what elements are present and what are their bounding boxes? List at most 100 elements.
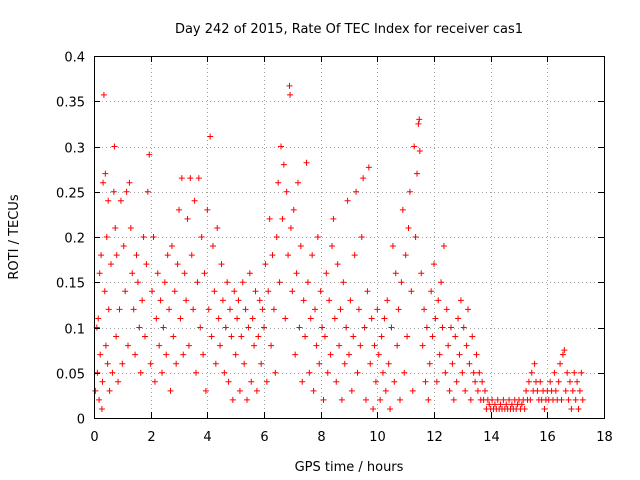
data-point [429,333,436,340]
data-point [170,333,177,340]
data-point [428,288,435,295]
data-point [380,369,386,376]
x-tick-label: 0 [90,430,98,445]
data-point [494,396,501,403]
data-point [370,405,377,412]
data-point [217,342,224,349]
data-point [140,234,147,240]
data-point [313,342,320,349]
data-point [105,306,112,313]
data-point [201,270,208,277]
data-point [102,342,109,349]
data-point [161,279,168,286]
x-tick-label: 12 [426,430,443,445]
data-point [375,351,382,358]
x-tick-label: 18 [596,430,613,445]
data-point [106,387,113,394]
data-point [576,387,583,394]
data-point [426,360,433,367]
data-point [285,252,292,259]
data-point [343,324,350,331]
data-point [392,270,399,277]
data-point [353,188,360,195]
data-point [449,360,456,367]
data-point [110,188,117,195]
data-point [280,161,287,168]
data-point [448,324,454,331]
data-point [473,351,480,358]
data-point [133,252,140,259]
data-point [327,351,334,358]
data-point [208,333,215,340]
data-point [423,324,430,331]
data-point [255,333,262,340]
data-point [200,351,207,358]
data-point [378,333,385,340]
data-point [372,378,379,385]
data-point [361,324,368,331]
data-point [173,360,180,367]
data-point [129,270,136,277]
y-tick-label: 0.2 [64,232,85,247]
data-point [231,288,238,295]
data-point [391,378,398,385]
data-point [249,315,256,322]
data-point [521,405,528,412]
data-point [244,396,250,403]
data-point [130,306,137,313]
data-point [394,342,401,349]
data-point [125,342,131,349]
data-point [225,378,232,385]
data-point [245,324,252,331]
data-point [177,315,184,322]
data-point [435,297,442,304]
data-point [270,306,277,313]
data-point [358,234,365,240]
data-point [191,197,198,204]
data-point [229,396,236,403]
data-point [238,333,245,340]
data-point [574,378,581,385]
data-point [108,261,114,268]
data-point [103,234,110,240]
data-point [381,315,388,322]
data-point [102,170,109,177]
data-point [269,252,276,259]
data-point [453,378,460,385]
data-point [368,315,375,322]
data-point [115,378,122,385]
data-point [314,234,321,240]
data-point [398,279,405,286]
data-point [547,378,554,385]
data-point [265,288,272,295]
data-point [503,401,510,408]
data-point [439,324,446,331]
x-tick-label: 6 [260,430,268,445]
data-point [466,360,473,367]
data-point [100,179,107,186]
data-point [176,206,182,213]
data-point [419,342,426,349]
data-point [541,405,548,412]
data-point [278,143,284,150]
data-point [164,252,171,259]
data-point [218,261,225,268]
data-point [416,148,423,155]
data-point [389,243,396,250]
data-point [126,179,133,186]
data-point [472,378,479,385]
y-axis-label: ROTI / TECUs [7,194,22,279]
data-point [500,396,507,403]
data-point [399,206,406,213]
data-point [525,378,532,385]
data-point [287,224,294,231]
data-point [443,306,450,313]
data-point [445,342,452,349]
data-point [506,396,513,403]
data-point [153,315,160,322]
data-point [518,401,525,408]
data-point [214,224,221,231]
data-point [207,133,214,140]
y-tick-label: 0.4 [64,51,85,66]
data-point [489,396,496,403]
